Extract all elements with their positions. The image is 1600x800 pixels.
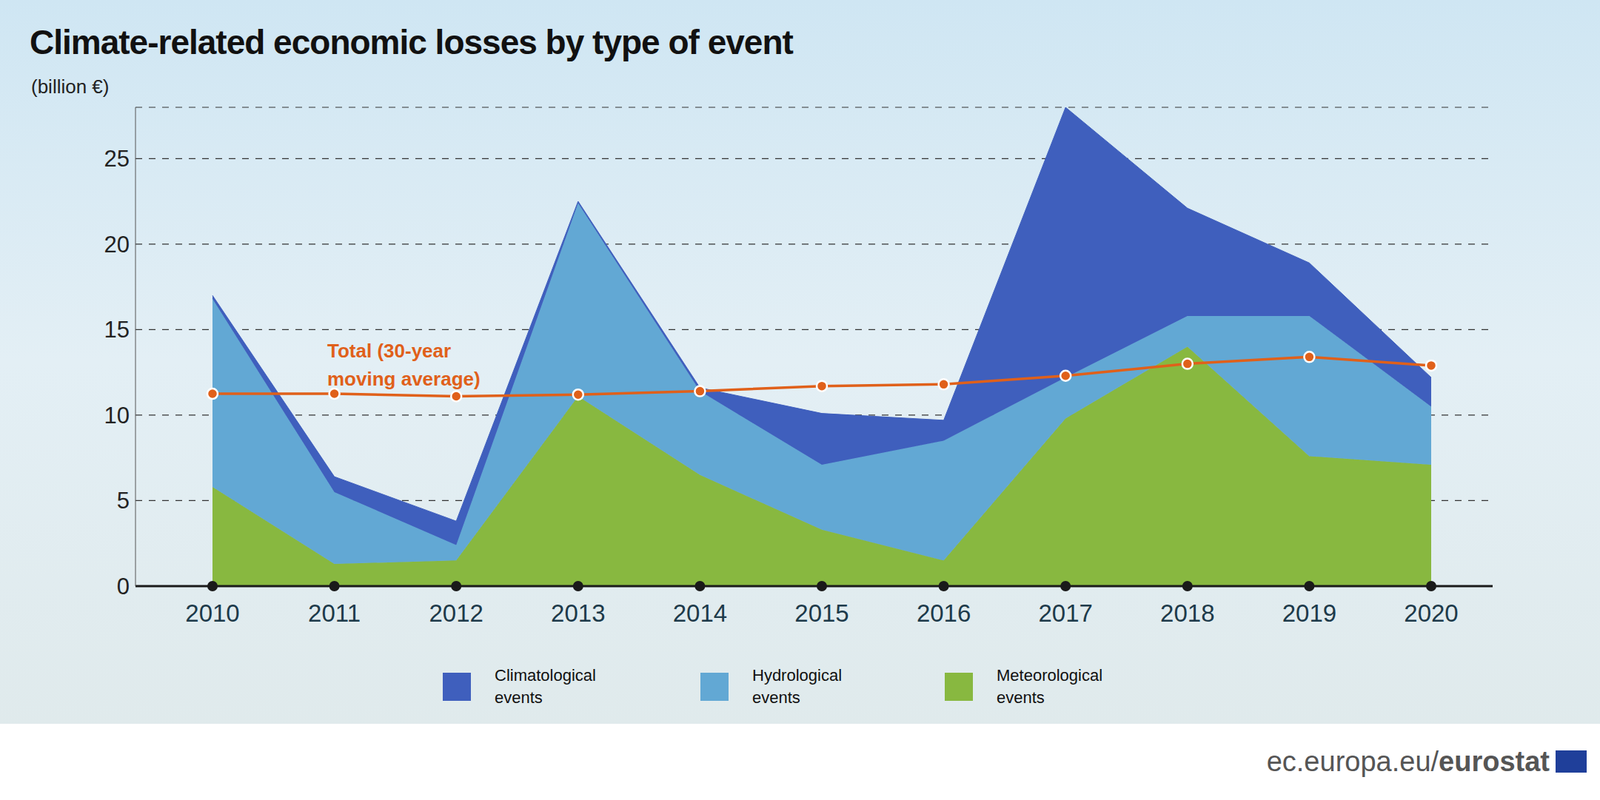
svg-text:2017: 2017 [1038,599,1093,628]
svg-text:20: 20 [104,231,130,258]
svg-text:2018: 2018 [1160,599,1215,628]
svg-text:25: 25 [104,145,130,172]
svg-text:2015: 2015 [794,599,849,628]
html-text:Meteorological events: Meteorological events [996,666,1103,708]
html-text:Hydrological events: Hydrological events [752,666,842,708]
html-text:ec.europa.eu/ eurostat: ec.europa.eu/ eurostat [1266,746,1550,778]
svg-text:0: 0 [116,573,130,600]
svg-text:15: 15 [104,316,130,343]
svg-text:2019: 2019 [1282,599,1337,628]
svg-text:2010: 2010 [185,599,240,628]
svg-text:2012: 2012 [428,599,483,628]
svg-text:2011: 2011 [308,599,361,628]
svg-text:2014: 2014 [673,599,728,628]
html-text:(billion €): (billion €) [31,75,110,98]
html-text:Total (30-year moving average): Total (30-year moving average) [327,339,481,391]
html-text:Climatological events: Climatological events [494,666,597,708]
svg-text:10: 10 [104,402,130,429]
svg-text:5: 5 [116,487,130,514]
html-text:Climate-related economic losse: Climate-related economic losses by type … [29,22,793,62]
svg-text:2020: 2020 [1403,599,1458,628]
svg-text:2016: 2016 [916,599,971,628]
svg-text:2013: 2013 [550,599,605,628]
